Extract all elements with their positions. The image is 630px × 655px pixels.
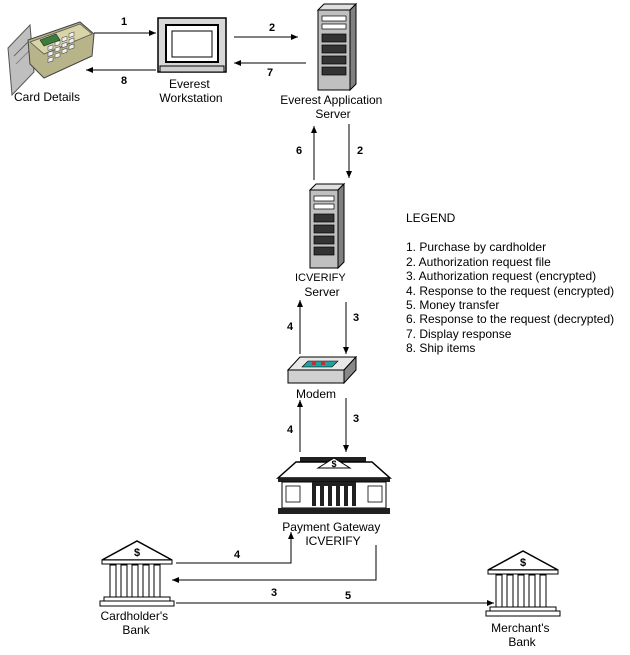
arrow-gateway-to-cardholderbank: [172, 545, 377, 583]
modem-icon: [286, 355, 358, 385]
arrow-label: 4: [234, 549, 241, 561]
arrow-cardholderbank-to-gateway: 4: [176, 532, 294, 564]
merchant-bank-dollar-icon: $: [520, 557, 526, 569]
workstation-label: Everest Workstation: [159, 77, 222, 105]
arrow-label: 3: [271, 587, 277, 599]
arrow-label: 8: [121, 75, 127, 87]
cardholder-bank-icon: $: [99, 540, 175, 607]
arrow-label: 2: [357, 145, 363, 157]
arrow-cardholder-to-merchant: 3 5: [176, 587, 494, 606]
legend-item: 3. Authorization request (encrypted): [406, 269, 596, 283]
card-details-label: Card Details: [14, 90, 80, 104]
arrow-appserver-to-workstation: 7: [234, 60, 306, 79]
arrow-workstation-to-card: 8: [86, 67, 156, 87]
arrow-appserver-to-icverify: 2: [346, 124, 363, 178]
arrow-label: 5: [345, 590, 351, 602]
arrow-label: 3: [353, 312, 359, 324]
cardholder-bank-label: Cardholder's Bank: [100, 609, 171, 637]
icverify-server-icon: [308, 182, 346, 270]
legend-item: 4. Response to the request (encrypted): [406, 284, 614, 298]
legend-item: 8. Ship items: [406, 341, 475, 355]
card-reader-icon: [7, 21, 95, 97]
legend-item: 2. Authorization request file: [406, 255, 551, 269]
arrow-card-to-workstation: 1: [94, 16, 156, 36]
merchant-bank-icon: $: [485, 550, 561, 617]
arrow-label: 1: [121, 16, 127, 28]
legend-item: 5. Money transfer: [406, 298, 499, 312]
arrow-label: 6: [296, 145, 302, 157]
arrow-modem-to-icverify: 4: [287, 300, 303, 354]
legend-item: 6. Response to the request (decrypted): [406, 312, 614, 326]
icverify-server-label: ICVERIFY Server: [295, 270, 349, 299]
legend-item: 1. Purchase by cardholder: [406, 240, 546, 254]
arrow-modem-to-gateway: 3: [343, 398, 359, 452]
arrow-label: 4: [287, 321, 294, 333]
arrow-label: 4: [287, 424, 294, 436]
arrow-gateway-to-modem: 4: [287, 400, 303, 452]
payment-gateway-label: Payment Gateway ICVERIFY: [282, 520, 383, 548]
arrow-icverify-to-appserver: 6: [296, 126, 317, 180]
application-server-icon: [316, 2, 358, 92]
payment-gateway-icon: $: [276, 457, 392, 514]
merchant-bank-label: Merchant's Bank: [491, 621, 553, 649]
modem-label: Modem: [296, 387, 336, 401]
workstation-icon: [157, 17, 227, 73]
application-server-label: Everest Application Server: [280, 93, 385, 121]
arrow-label: 3: [353, 413, 359, 425]
legend-item: 7. Display response: [406, 327, 512, 341]
arrow-icverify-to-modem: 3: [343, 302, 359, 354]
cardholder-bank-dollar-icon: $: [134, 547, 140, 559]
legend-title: LEGEND: [406, 211, 456, 225]
gateway-dollar-icon: $: [331, 459, 336, 469]
arrow-workstation-to-appserver: 2: [234, 22, 298, 40]
arrow-label: 7: [267, 67, 273, 79]
legend: LEGEND 1. Purchase by cardholder 2. Auth…: [406, 211, 614, 355]
arrow-label: 2: [269, 22, 275, 34]
